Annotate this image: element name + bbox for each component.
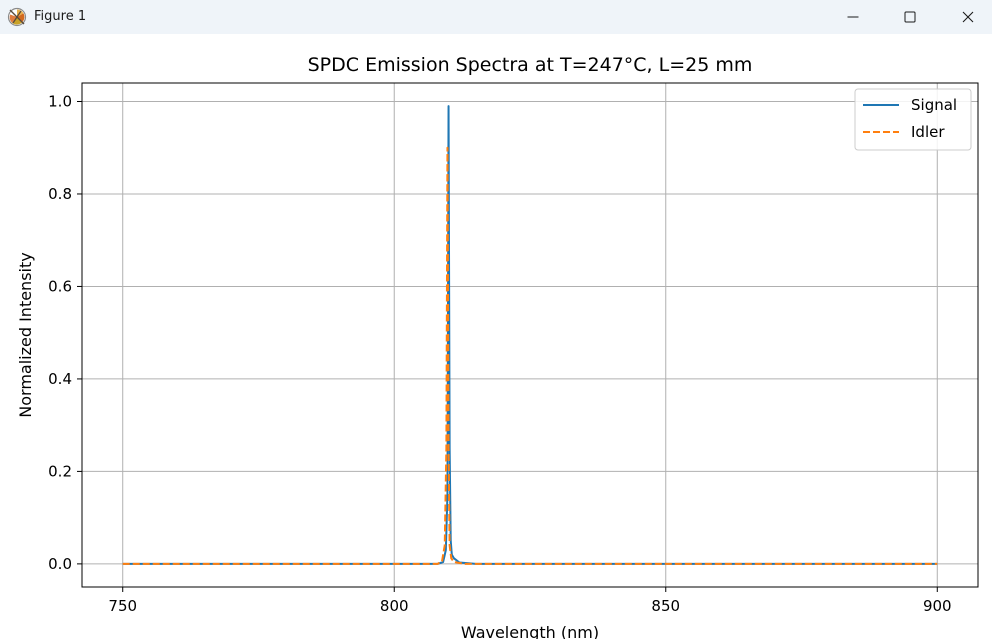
axis-ticks: 750 800 850 900 0.0 0.2 0.4 0.6 0.8 1.0 [48, 92, 951, 615]
x-axis-label: Wavelength (nm) [461, 623, 599, 639]
x-tick-label: 900 [923, 597, 952, 615]
minimize-icon [847, 16, 859, 18]
x-tick-label: 850 [651, 597, 680, 615]
y-tick-label: 0.0 [48, 555, 72, 573]
window-titlebar: Figure 1 [0, 0, 992, 34]
grid-lines [82, 83, 978, 587]
y-tick-label: 1.0 [48, 92, 72, 110]
window-title: Figure 1 [34, 9, 87, 24]
y-tick-label: 0.6 [48, 277, 72, 295]
minimize-button[interactable] [830, 0, 876, 34]
y-tick-label: 0.8 [48, 185, 72, 203]
x-tick-label: 750 [108, 597, 137, 615]
axes-frame [81, 82, 979, 588]
series-lines [122, 105, 938, 565]
y-axis-label: Normalized Intensity [16, 252, 35, 417]
close-icon [962, 11, 974, 23]
spectra-chart: 750 800 850 900 0.0 0.2 0.4 0.6 0.8 1.0 SPDC Emis… [16, 54, 979, 639]
x-tick-label: 800 [380, 597, 409, 615]
maximize-icon [904, 11, 916, 23]
series-line-signal [122, 105, 938, 565]
y-tick-label: 0.2 [48, 462, 72, 480]
figure-canvas: 750 800 850 900 0.0 0.2 0.4 0.6 0.8 1.0 SPDC Emis… [0, 34, 992, 639]
matplotlib-figure-icon [7, 7, 27, 27]
chart-legend: Signal Idler [854, 88, 972, 151]
chart-title: SPDC Emission Spectra at T=247°C, L=25 m… [308, 54, 753, 76]
legend-label-signal: Signal [911, 96, 957, 114]
maximize-button[interactable] [887, 0, 933, 34]
legend-label-idler: Idler [911, 123, 945, 141]
series-line-idler [122, 146, 938, 565]
close-button[interactable] [945, 0, 991, 34]
y-tick-label: 0.4 [48, 370, 72, 388]
